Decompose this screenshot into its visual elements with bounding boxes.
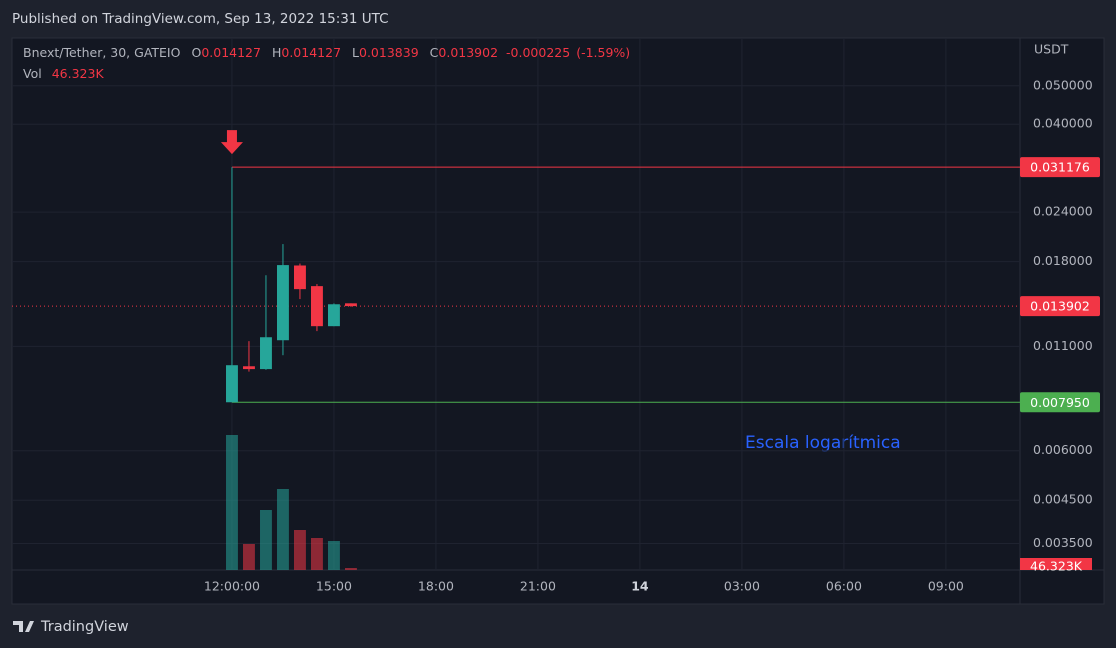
legend-key: H [272,45,281,60]
legend-change-pct: (-1.59%) [576,45,630,60]
y-tick-label: 0.003500 [1033,535,1093,550]
legend-change: -0.000225 [506,45,570,60]
publisher: Published on TradingView.com, Sep 13, 20… [12,11,389,27]
volume-bar [277,489,289,570]
candle-body [294,265,306,290]
legend-key: C [430,45,439,60]
volume-bar [226,435,238,570]
legend-title: Bnext/Tether, 30, GATEIO [23,45,181,60]
legend-key: O [191,45,201,60]
volume-bar [327,541,340,570]
y-tick-label: 0.006000 [1033,442,1093,457]
volume-label: 46.323K [1030,559,1083,574]
volume-box [1020,558,1092,570]
annotation: Escala logarítmica [745,433,901,453]
y-tick-label: 0.040000 [1033,116,1093,131]
legend-value: 0.014127 [201,45,261,60]
legend-value: 0.013902 [438,45,498,60]
x-tick-label: 03:00 [724,579,760,594]
arrow-marker [220,130,243,155]
x-tick-label: 15:00 [316,579,352,594]
candle-body [226,365,238,403]
candle-body [327,304,340,327]
volume-bar [344,567,357,570]
legend-value: 0.014127 [281,45,341,60]
level-label: 0.031176 [1030,160,1090,175]
level-box [1020,157,1100,178]
last-price-label: 0.013902 [1030,299,1090,314]
volume-bar [243,543,255,570]
volume-bar [260,509,272,570]
chart-panel [11,37,1105,605]
y-tick-label: 0.011000 [1033,338,1093,353]
volume-legend-value: 46.323K [52,66,105,81]
legend-key: L [352,45,359,60]
x-tick-label: 14 [631,579,649,594]
x-tick-label: 09:00 [928,579,964,594]
volume-legend-name: Vol [23,66,42,81]
candle-body [311,286,323,327]
y-tick-label: 0.004500 [1033,492,1093,507]
volume-legend: Vol 46.323K [23,66,104,81]
y-tick-label: 0.024000 [1033,204,1093,219]
y-tick-label: 0.018000 [1033,253,1093,268]
candle-body [243,366,255,370]
x-tick-label: 12:00:00 [204,579,260,594]
volume-bar [311,537,323,570]
last-price-box [1020,296,1100,317]
legend: Bnext/Tether, 30, GATEIO O0.014127 H0.0141… [23,45,630,60]
legend-value: 0.013839 [359,45,419,60]
level-label: 0.007950 [1030,395,1090,410]
candle-body [277,265,289,341]
x-tick-label: 21:00 [520,579,556,594]
level-box [1020,392,1100,413]
x-tick-label: 18:00 [418,579,454,594]
y-tick-label: 0.050000 [1033,77,1093,92]
y-unit: USDT [1034,42,1069,57]
brand: TradingView [40,619,129,635]
candle-body [344,303,357,307]
volume-bar [294,529,306,570]
x-tick-label: 06:00 [826,579,862,594]
candle-body [260,337,272,370]
brand-logo [13,621,34,632]
